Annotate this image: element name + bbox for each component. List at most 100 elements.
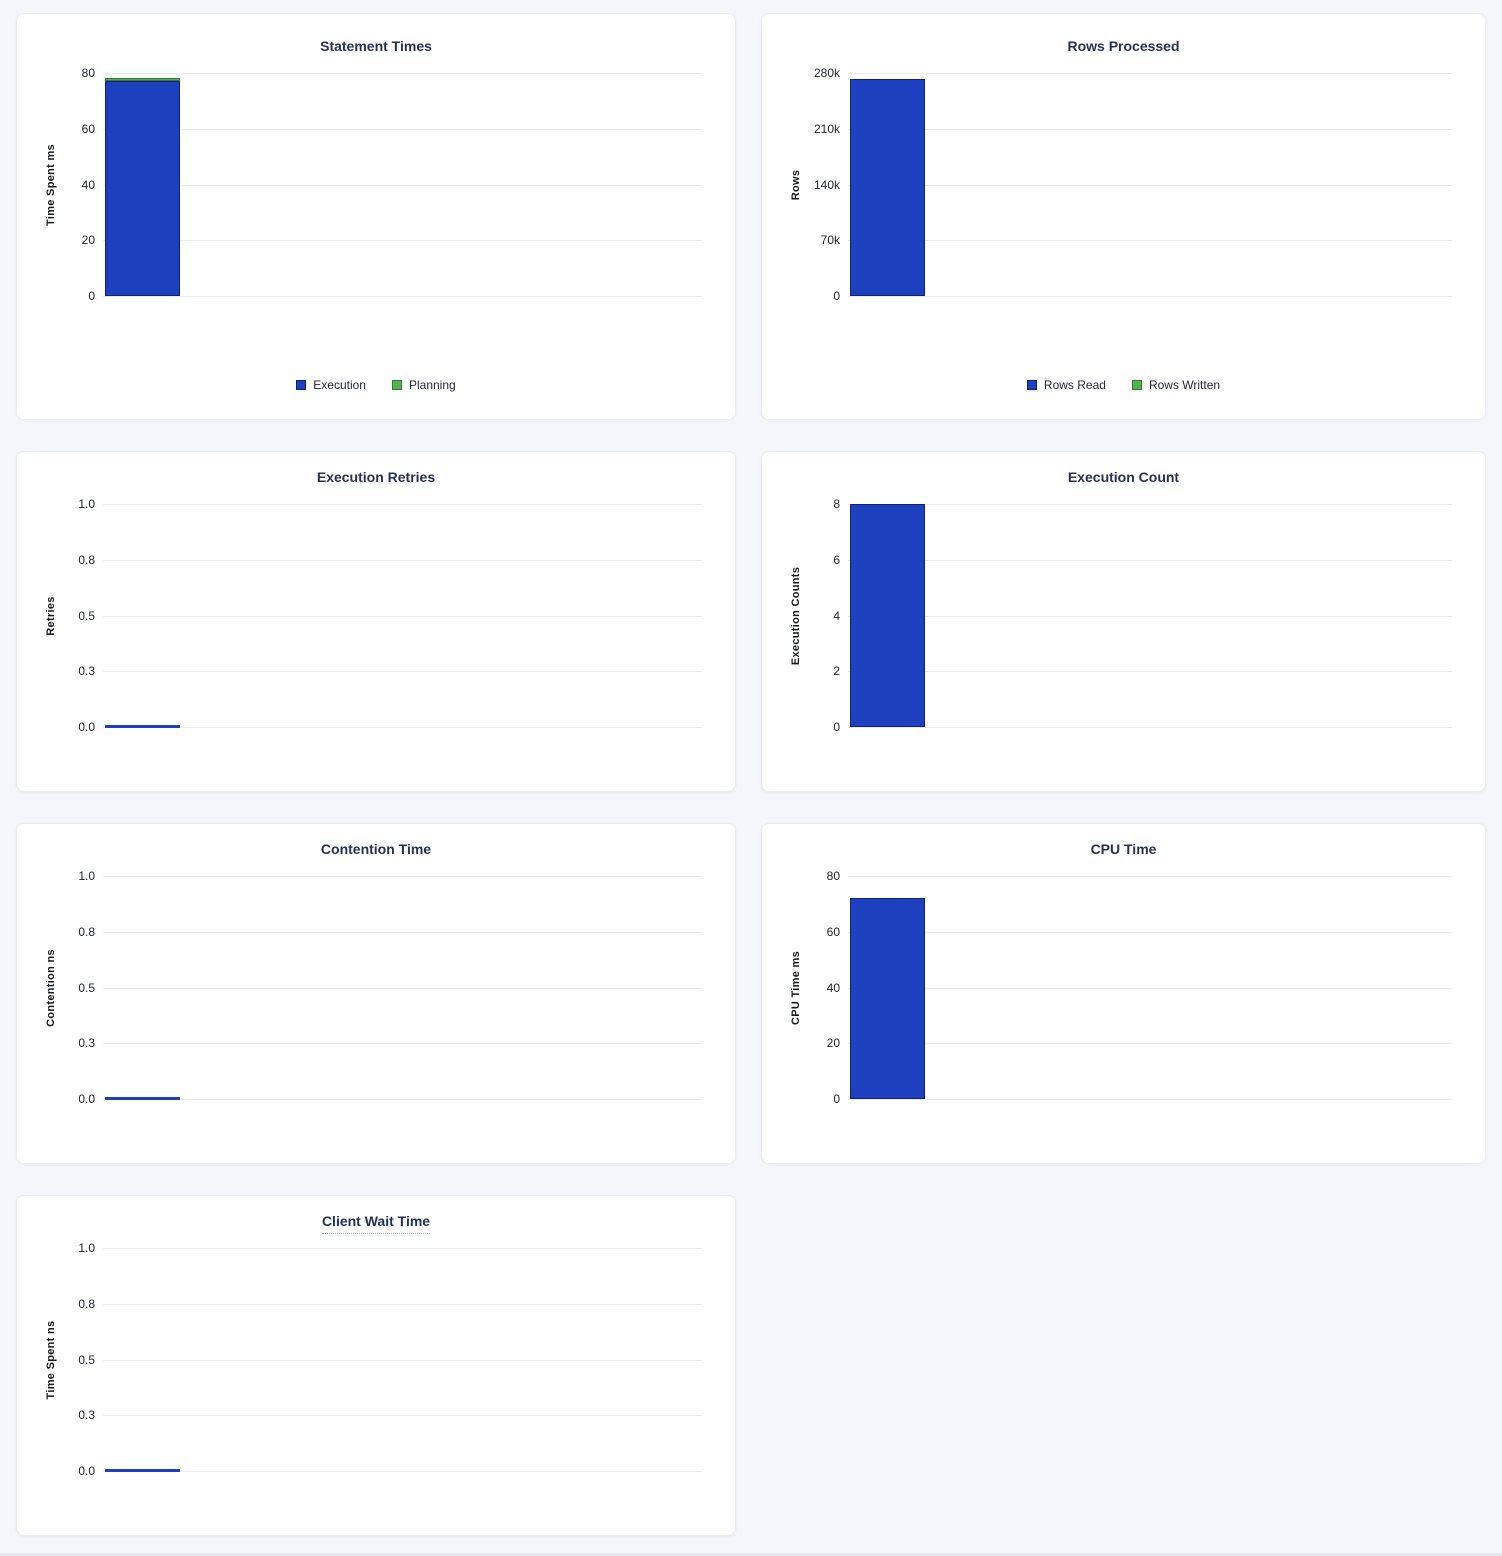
legend-swatch-green-icon — [1131, 380, 1142, 390]
gridline — [103, 240, 702, 242]
y-tick-label: 40 — [826, 980, 840, 995]
bar-segment-cpu-time[interactable] — [850, 898, 925, 1099]
y-tick-label: 280k — [813, 66, 840, 80]
y-tick-label: 0.8 — [78, 1296, 95, 1311]
chart-title-execution-count: Execution Count — [762, 469, 1485, 486]
legend-label: Rows Read — [1043, 378, 1106, 392]
gridline — [848, 876, 1452, 877]
gridline — [103, 296, 702, 297]
chart-title-cpu-time: CPU Time — [762, 841, 1485, 858]
gridline — [848, 184, 1452, 186]
gridline — [103, 987, 702, 989]
gridline — [103, 73, 702, 74]
y-axis-label: Rows — [790, 169, 802, 200]
chart-title-rows-processed: Rows Processed — [762, 38, 1485, 55]
y-axis-label: Time Spent ns — [45, 1320, 57, 1399]
chart-card-statement-times: Statement Times 80 60 40 20 0 Time Spent ms Exe… — [16, 13, 736, 420]
y-tick-label: 0.3 — [78, 664, 95, 679]
chart-card-client-wait-time: Client Wait Time 1.0 0.8 0.5 0.3 0.0 Time Spen… — [16, 1195, 736, 1536]
legend-swatch-blue-icon — [1026, 380, 1037, 390]
y-tick-label: 0.0 — [78, 1464, 95, 1478]
gridline — [848, 931, 1452, 933]
legend-item-rows-written: Rows Written — [1131, 378, 1220, 392]
y-axis-label: Execution Counts — [790, 566, 802, 665]
gridline — [848, 1099, 1452, 1100]
y-tick-label: 1.0 — [78, 1241, 95, 1255]
chart-legend: Rows Read Rows Written — [762, 378, 1485, 392]
bar-segment-planning[interactable] — [105, 78, 180, 82]
chart-legend: Execution Planning — [17, 378, 735, 392]
gridline — [848, 727, 1452, 728]
y-tick-label: 6 — [833, 552, 840, 567]
bar-execution-retries-zero[interactable] — [105, 725, 180, 728]
gridline — [103, 1359, 702, 1361]
chart-card-cpu-time: CPU Time 80 60 40 20 0 CPU Time ms — [761, 823, 1486, 1164]
chart-card-execution-count: Execution Count 8 6 4 2 0 Execution Counts — [761, 451, 1486, 792]
chart-card-contention-time: Contention Time 1.0 0.8 0.5 0.3 0.0 Contention… — [16, 823, 736, 1164]
chart-card-execution-retries: Execution Retries 1.0 0.8 0.5 0.3 0.0 Retries — [16, 451, 736, 792]
y-tick-label: 0.3 — [78, 1036, 95, 1051]
y-tick-label: 0 — [833, 1092, 840, 1106]
gridline — [103, 876, 702, 877]
gridline — [848, 987, 1452, 989]
y-tick-label: 60 — [81, 121, 95, 136]
gridline — [848, 128, 1452, 130]
gridline — [103, 931, 702, 933]
bar-segment-execution-count[interactable] — [850, 504, 925, 727]
chart-title-statement-times: Statement Times — [17, 38, 735, 55]
y-tick-label: 4 — [833, 608, 840, 623]
y-tick-label: 0 — [88, 289, 95, 303]
gridline — [103, 559, 702, 561]
gridline — [103, 1471, 702, 1472]
y-tick-label: 0.5 — [78, 980, 95, 995]
y-tick-label: 0.3 — [78, 1408, 95, 1423]
chart-title-client-wait-time[interactable]: Client Wait Time — [17, 1213, 735, 1234]
y-tick-label: 40 — [81, 177, 95, 192]
y-tick-label: 140k — [813, 177, 840, 192]
chart-title-text: CPU Time — [1090, 841, 1157, 857]
gridline — [103, 184, 702, 186]
y-tick-label: 210k — [813, 121, 840, 136]
chart-card-rows-processed: Rows Processed 280k 210k 140k 70k 0 Rows Rows R… — [761, 13, 1486, 420]
gridline — [103, 1415, 702, 1417]
y-tick-label: 2 — [833, 664, 840, 679]
y-tick-label: 1.0 — [78, 497, 95, 511]
bar-segment-execution[interactable] — [105, 81, 180, 296]
y-tick-label: 20 — [81, 233, 95, 248]
y-tick-label: 0.5 — [78, 608, 95, 623]
chart-title-contention-time: Contention Time — [17, 841, 735, 858]
legend-label: Planning — [408, 378, 456, 392]
y-tick-label: 8 — [833, 497, 840, 511]
legend-swatch-green-icon — [391, 380, 402, 390]
chart-title-text: Execution Retries — [316, 469, 436, 485]
bar-client-wait-time-zero[interactable] — [105, 1469, 180, 1472]
bar-segment-rows-read[interactable] — [850, 79, 925, 296]
gridline — [103, 1248, 702, 1249]
y-tick-label: 0 — [833, 289, 840, 303]
gridline — [848, 504, 1452, 505]
y-tick-label: 60 — [826, 924, 840, 939]
y-tick-label: 0.8 — [78, 924, 95, 939]
y-axis-label: CPU Time ms — [790, 950, 802, 1025]
legend-item-rows-read: Rows Read — [1026, 378, 1106, 392]
gridline — [103, 504, 702, 505]
bar-contention-time-zero[interactable] — [105, 1097, 180, 1100]
chart-title-execution-retries: Execution Retries — [17, 469, 735, 486]
y-tick-label: 80 — [826, 869, 840, 883]
y-tick-label: 1.0 — [78, 869, 95, 883]
gridline — [848, 559, 1452, 561]
legend-item-execution: Execution — [296, 378, 366, 392]
gridline — [848, 73, 1452, 74]
gridline — [103, 727, 702, 728]
y-axis-label: Time Spent ms — [45, 143, 57, 226]
chart-title-text[interactable]: Client Wait Time — [321, 1213, 431, 1234]
gridline — [103, 1043, 702, 1045]
gridline — [103, 615, 702, 617]
y-tick-label: 80 — [81, 66, 95, 80]
gridline — [848, 240, 1452, 242]
y-tick-label: 0.0 — [78, 1092, 95, 1106]
y-tick-label: 20 — [826, 1036, 840, 1051]
gridline — [103, 671, 702, 673]
y-tick-label: 70k — [820, 233, 840, 248]
